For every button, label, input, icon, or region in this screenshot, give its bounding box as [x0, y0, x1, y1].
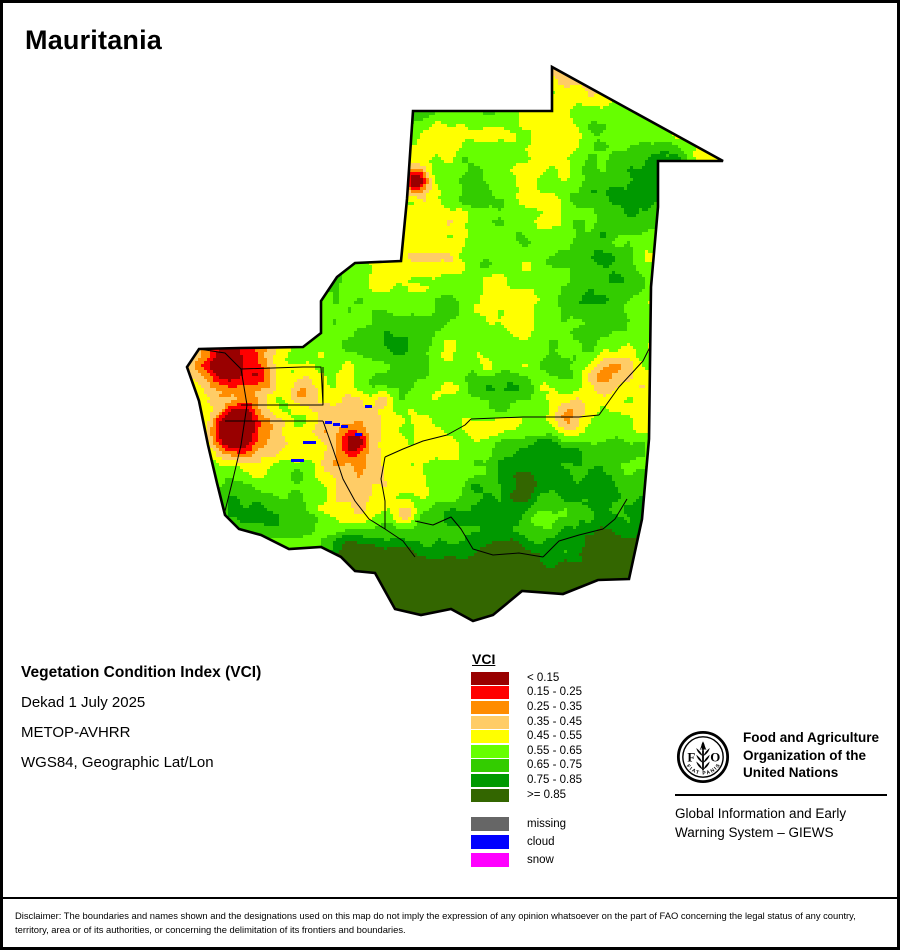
legend-swatch — [471, 788, 509, 802]
admin-boundary — [542, 528, 604, 558]
legend-row: 0.65 - 0.75 — [471, 759, 582, 774]
vci-pixels — [187, 67, 723, 621]
water-pixel — [325, 421, 332, 424]
legend-title: VCI — [472, 651, 496, 667]
svg-text:F: F — [687, 750, 695, 764]
legend-swatch — [471, 759, 509, 773]
info-projection: WGS84, Geographic Lat/Lon — [21, 754, 214, 771]
legend-label: 0.45 - 0.55 — [527, 730, 582, 743]
legend: VCI < 0.15 0.15 - 0.25 0.25 - 0.35 0.35 - 0… — [471, 651, 582, 869]
giews-line-2: Warning System – GIEWS — [675, 825, 834, 840]
legend-row: >= 0.85 — [471, 788, 582, 803]
admin-boundary — [602, 498, 628, 530]
fao-org-line-2: Organization of the — [743, 747, 866, 763]
water-pixel — [341, 425, 348, 428]
fao-branding: F A O FIAT PANIS Food and Agriculture Or… — [675, 729, 887, 842]
svg-text:A: A — [700, 743, 707, 753]
giews-line-1: Global Information and Early — [675, 806, 847, 821]
map-info-block: Vegetation Condition Index (VCI) Dekad 1… — [21, 658, 441, 778]
admin-boundaries — [198, 344, 652, 558]
admin-boundary — [240, 366, 324, 406]
info-dekad: Dekad 1 July 2025 — [21, 694, 146, 711]
legend-row: snow — [471, 851, 582, 869]
page-title: Mauritania — [25, 25, 163, 55]
legend-row: 0.15 - 0.25 — [471, 686, 582, 701]
legend-row: cloud — [471, 833, 582, 851]
legend-swatch — [471, 835, 509, 850]
fao-organization-name: Food and Agriculture Organization of the… — [743, 729, 879, 782]
water-pixel — [303, 441, 310, 444]
legend-extra-list: missing cloud snow — [471, 815, 582, 869]
legend-label: 0.55 - 0.65 — [527, 744, 582, 757]
disclaimer-text: Disclaimer: The boundaries and names sho… — [15, 910, 856, 935]
svg-text:O: O — [710, 750, 720, 764]
legend-row: 0.25 - 0.35 — [471, 700, 582, 715]
fao-org-line-1: Food and Agriculture — [743, 730, 879, 745]
legend-class-list: < 0.15 0.15 - 0.25 0.25 - 0.35 0.35 - 0.45 0… — [471, 671, 582, 802]
map-canvas[interactable] — [3, 49, 897, 639]
legend-row: 0.45 - 0.55 — [471, 729, 582, 744]
legend-label: snow — [527, 853, 554, 866]
legend-row: < 0.15 — [471, 671, 582, 686]
legend-swatch — [471, 773, 509, 787]
water-pixel — [291, 459, 298, 462]
admin-boundary — [380, 456, 386, 529]
water-pixel — [355, 433, 362, 436]
legend-label: 0.15 - 0.25 — [527, 686, 582, 699]
legend-label: 0.25 - 0.35 — [527, 700, 582, 713]
admin-boundary — [598, 344, 652, 416]
admin-boundary — [414, 516, 544, 558]
water-pixel — [309, 441, 316, 444]
legend-label: >= 0.85 — [527, 788, 567, 801]
info-sensor: METOP-AVHRR — [21, 724, 131, 741]
legend-label: cloud — [527, 835, 555, 848]
legend-row: missing — [471, 815, 582, 833]
water-pixel — [333, 423, 340, 426]
legend-swatch — [471, 817, 509, 832]
legend-label: missing — [527, 817, 566, 830]
fao-divider — [675, 794, 887, 796]
legend-swatch — [471, 686, 509, 700]
legend-swatch — [471, 730, 509, 744]
legend-row: 0.35 - 0.45 — [471, 715, 582, 730]
legend-row: 0.55 - 0.65 — [471, 744, 582, 759]
legend-swatch — [471, 715, 509, 729]
admin-boundary — [470, 414, 600, 420]
legend-swatch — [471, 700, 509, 714]
legend-label: 0.75 - 0.85 — [527, 773, 582, 786]
water-pixel — [365, 405, 372, 408]
vci-class-4 — [187, 67, 723, 621]
vci-raster-layer — [187, 67, 723, 621]
fao-org-line-3: United Nations — [743, 765, 839, 780]
legend-label: 0.65 - 0.75 — [527, 759, 582, 772]
legend-swatch — [471, 853, 509, 868]
legend-label: 0.35 - 0.45 — [527, 715, 582, 728]
mauritania-map-svg[interactable] — [3, 49, 897, 639]
water-pixel — [297, 459, 304, 462]
admin-boundary — [384, 528, 416, 558]
admin-boundary — [384, 418, 472, 458]
info-heading: Vegetation Condition Index (VCI) — [21, 664, 262, 681]
legend-row: 0.75 - 0.85 — [471, 773, 582, 788]
legend-label: < 0.15 — [527, 671, 560, 684]
admin-boundary — [322, 420, 386, 530]
country-outline — [185, 64, 724, 623]
legend-swatch — [471, 671, 509, 685]
legend-swatch — [471, 744, 509, 758]
vci-class-0 — [210, 175, 423, 451]
fao-logo-icon: F A O FIAT PANIS — [676, 730, 730, 784]
disclaimer-divider — [3, 897, 897, 899]
giews-label: Global Information and Early Warning Sys… — [675, 804, 887, 842]
